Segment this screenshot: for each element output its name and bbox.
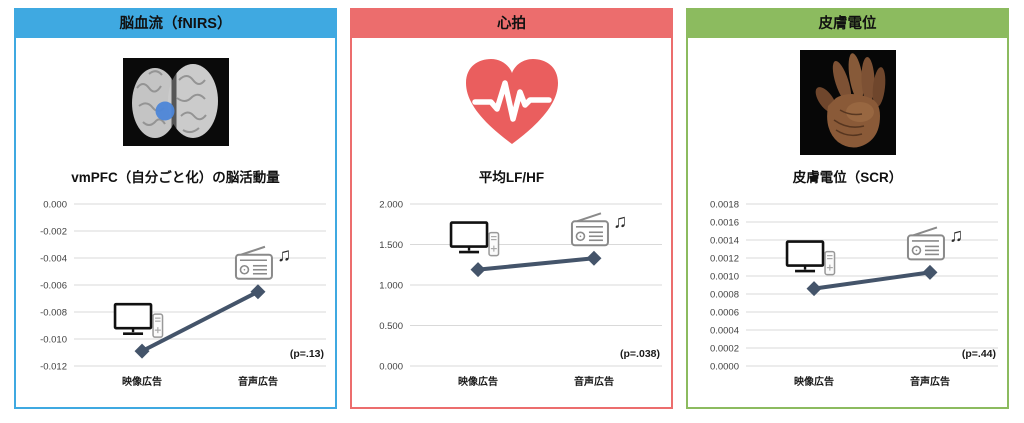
heart-pulse-icon [462, 46, 562, 158]
y-tick-label: -0.006 [40, 281, 67, 292]
y-tick-label: 0.0008 [710, 290, 739, 301]
x-category-label: 映像広告 [122, 375, 162, 388]
y-tick-label: 0.0002 [710, 344, 739, 355]
y-tick-label: 0.0018 [710, 200, 739, 211]
data-line [813, 270, 931, 291]
line-chart-lfhf: 2.000 1.500 1.000 0.500 0.000 ♫ 映像広告 音声広告 (p=.0… [352, 194, 671, 403]
panel-heart-rate-header: 心拍 [352, 10, 671, 38]
y-tick-label: 0.000 [43, 200, 67, 211]
data-point-marker [470, 262, 486, 278]
y-tick-label: 0.0010 [710, 272, 739, 283]
data-point-marker [806, 281, 822, 297]
y-tick-label: 0.0016 [710, 218, 739, 229]
radio-ad-icon [234, 245, 273, 280]
remote-control-icon [488, 231, 500, 257]
line-chart-fnirs: 0.000 -0.002 -0.004 -0.006 -0.008 -0.010 -0.01… [16, 194, 335, 403]
hand-palm-image [799, 46, 896, 158]
data-line [141, 289, 259, 353]
x-category-label: 音声広告 [910, 375, 950, 388]
tv-ad-icon [785, 240, 836, 276]
data-point-marker [250, 284, 266, 300]
y-tick-label: -0.004 [40, 254, 67, 265]
tv-ad-icon [449, 221, 500, 257]
y-tick-label: 1.500 [379, 240, 403, 251]
data-point-marker [586, 250, 602, 266]
y-tick-label: -0.008 [40, 308, 67, 319]
x-category-label: 映像広告 [458, 375, 498, 388]
chart-title-fnirs: vmPFC（自分ごと化）の脳活動量 [71, 170, 280, 185]
y-tick-label: 0.500 [379, 321, 403, 332]
y-tick-label: 1.000 [379, 281, 403, 292]
data-line [477, 256, 595, 272]
y-tick-label: 0.0006 [710, 308, 739, 319]
p-value-label: (p=.13) [290, 348, 324, 360]
radio-ad-icon [570, 212, 609, 247]
panel-fnirs-header: 脳血流（fNIRS） [16, 10, 335, 38]
x-category-label: 音声広告 [574, 375, 614, 388]
remote-control-icon [824, 250, 836, 276]
vmpfc-marker-dot [155, 101, 174, 121]
music-note-icon: ♫ [949, 225, 963, 246]
tv-ad-icon [113, 302, 164, 338]
chart-title-scr: 皮膚電位（SCR） [792, 170, 903, 185]
line-chart-scr: 0.0018 0.0016 0.0014 0.0012 0.0010 0.0008 0.00… [688, 194, 1007, 403]
x-category-label: 映像広告 [794, 375, 834, 388]
chart-title-lfhf: 平均LF/HF [478, 170, 545, 185]
y-tick-label: 2.000 [379, 200, 403, 211]
y-tick-label: 0.000 [379, 362, 403, 373]
panel-heart-rate: 心拍 平均LF/HF 2.000 1.500 1.000 0.500 0.000 [350, 8, 673, 409]
panel-fnirs: 脳血流（fNIRS） [14, 8, 337, 409]
radio-ad-icon [906, 226, 945, 261]
music-note-icon: ♫ [613, 211, 627, 232]
brain-vmpfc-image [122, 46, 229, 158]
data-point-marker [134, 343, 150, 359]
data-point-marker [922, 264, 938, 280]
x-category-label: 音声広告 [238, 375, 278, 388]
remote-control-icon [152, 313, 164, 338]
y-tick-label: 0.0004 [710, 326, 739, 337]
y-tick-label: -0.002 [40, 227, 67, 238]
panel-skin-potential: 皮膚電位 [686, 8, 1009, 409]
y-tick-label: -0.012 [40, 362, 67, 373]
y-tick-label: 0.0000 [710, 362, 739, 373]
p-value-label: (p=.038) [620, 348, 660, 360]
p-value-label: (p=.44) [962, 348, 996, 360]
y-tick-label: 0.0012 [710, 254, 739, 265]
y-tick-label: 0.0014 [710, 236, 739, 247]
y-tick-label: -0.010 [40, 335, 67, 346]
music-note-icon: ♫ [277, 245, 291, 266]
panel-skin-potential-header: 皮膚電位 [688, 10, 1007, 38]
